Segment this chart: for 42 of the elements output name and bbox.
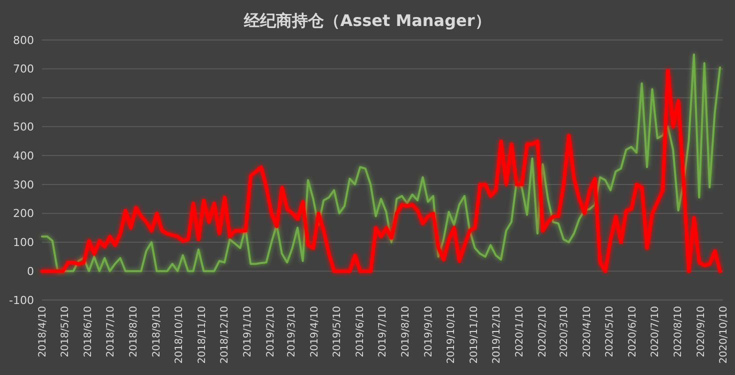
x-tick-label: 2019/11/10 <box>468 306 480 364</box>
y-tick-label: 0 <box>27 264 34 278</box>
y-tick-label: 600 <box>13 92 34 105</box>
x-tick-label: 2019/9/10 <box>423 306 434 358</box>
y-tick-label: 200 <box>13 207 34 220</box>
x-tick-label: 2020/10/10 <box>718 306 730 364</box>
x-tick-label: 2020/1/10 <box>514 306 526 358</box>
y-tick-label: 300 <box>13 178 34 192</box>
x-tick-label: 2018/4/10 <box>38 306 48 358</box>
y-tick-label: 500 <box>13 120 34 134</box>
x-tick-label: 2019/4/10 <box>309 306 320 358</box>
y-tick-label: 400 <box>13 149 34 162</box>
x-tick-label: 2019/12/10 <box>491 306 502 364</box>
x-tick-label: 2020/7/10 <box>650 306 661 358</box>
x-tick-label: 2018/5/10 <box>60 306 71 358</box>
x-tick-label: 2019/10/10 <box>446 306 457 364</box>
x-tick-label: 2020/3/10 <box>559 306 570 358</box>
x-tick-label: 2020/8/10 <box>673 306 684 358</box>
x-tick-label: 2019/1/10 <box>242 306 254 358</box>
x-tick-label: 2020/2/10 <box>537 306 548 358</box>
x-tick-label: 2020/9/10 <box>696 306 708 358</box>
x-tick-label: 2018/7/10 <box>105 306 116 358</box>
y-tick-label: 700 <box>13 62 34 76</box>
x-tick-label: 2020/4/10 <box>582 306 594 358</box>
x-tick-label: 2018/12/10 <box>219 306 230 364</box>
x-tick-label: 2020/6/10 <box>628 306 639 358</box>
x-tick-label: 2019/7/10 <box>377 306 388 358</box>
x-tick-label: 2019/5/10 <box>332 306 343 358</box>
x-tick-label: 2019/2/10 <box>265 306 276 358</box>
x-tick-label: 2018/10/10 <box>174 306 185 364</box>
chart-title: 经纪商持仓（Asset Manager） <box>243 11 491 30</box>
x-tick-label: 2020/5/10 <box>604 306 616 358</box>
x-tick-label: 2019/3/10 <box>286 306 298 358</box>
y-tick-label: -100 <box>9 294 34 307</box>
x-tick-label: 2019/8/10 <box>400 306 412 358</box>
y-tick-label: 100 <box>13 236 34 250</box>
x-tick-label: 2018/6/10 <box>82 306 94 358</box>
x-tick-label: 2018/11/10 <box>196 306 208 364</box>
x-tick-label: 2019/6/10 <box>354 306 366 358</box>
x-tick-label: 2018/8/10 <box>128 306 140 358</box>
y-tick-label: 800 <box>13 34 34 47</box>
x-tick-label: 2018/9/10 <box>151 306 162 358</box>
